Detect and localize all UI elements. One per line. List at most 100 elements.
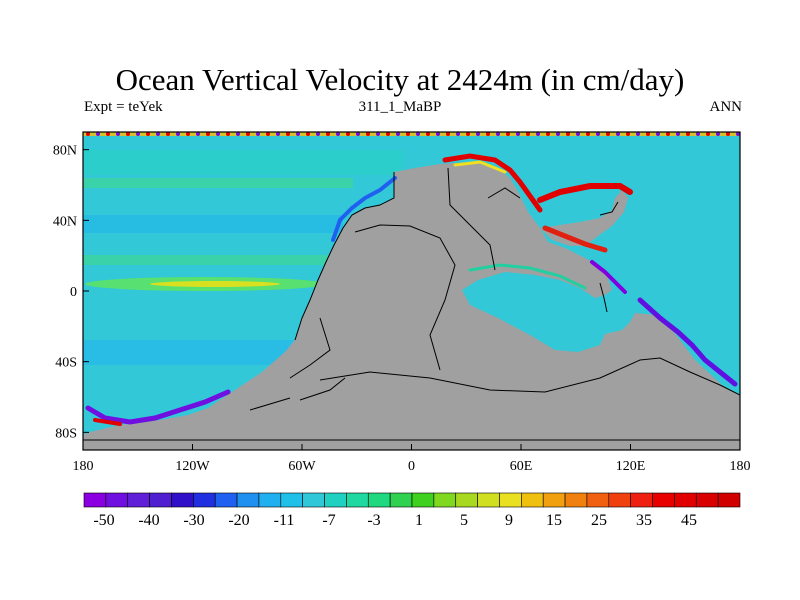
- colorbar-swatch: [542, 492, 566, 508]
- polar-speckle-dot: [516, 132, 520, 136]
- longitude-axis: 180 120W 60W 0 60E 120E 180: [73, 444, 751, 474]
- polar-speckle-dot: [246, 132, 250, 136]
- polar-speckle-dot: [576, 132, 580, 136]
- polar-speckle-dot: [286, 132, 290, 136]
- colorbar-label: 45: [681, 512, 697, 529]
- ocean-band-tropic: [83, 255, 333, 265]
- polar-speckle-dot: [206, 132, 210, 136]
- polar-speckle-dot: [176, 132, 180, 136]
- colorbar-swatch: [280, 492, 303, 508]
- polar-speckle-dot: [396, 132, 400, 136]
- polar-speckle-dot: [276, 132, 280, 136]
- lon-tick-label: 60E: [510, 459, 533, 474]
- colorbar-label: -20: [228, 512, 249, 529]
- map-title: Ocean Vertical Velocity at 2424m (in cm/…: [115, 62, 685, 97]
- colorbar-swatch: [127, 492, 150, 508]
- colorbar-swatch: [258, 492, 282, 508]
- colorbar-label: 15: [546, 512, 562, 529]
- polar-speckle-dot: [116, 132, 120, 136]
- coastal-velocity-extremes: [85, 153, 738, 426]
- colorbar-swatch: [193, 492, 216, 508]
- polar-speckle-dot: [546, 132, 550, 136]
- polar-speckle-dot: [536, 132, 540, 136]
- latitude-axis: 80N 40N 0 40S 80S: [53, 144, 89, 441]
- polar-speckle-dot: [506, 132, 510, 136]
- polar-speckle-dot: [316, 132, 320, 136]
- colorbar-swatch: [521, 492, 544, 508]
- polar-speckle-dot: [146, 132, 150, 136]
- lat-tick-label: 40N: [53, 214, 77, 229]
- equatorial-upwelling-core: [150, 281, 280, 287]
- colorbar-swatch: [346, 492, 369, 508]
- colorbar-label: 9: [505, 512, 513, 529]
- lat-tick-label: 40S: [55, 356, 77, 371]
- colorbar-swatch: [411, 492, 435, 508]
- polar-speckle-dot: [466, 132, 470, 136]
- lon-tick-label: 180: [73, 459, 94, 474]
- colorbar-swatch: [630, 492, 653, 508]
- colorbar-swatch: [367, 492, 391, 508]
- polar-speckle-dot: [336, 132, 340, 136]
- colorbar-swatch: [83, 492, 107, 508]
- land-south-polar: [83, 428, 740, 450]
- polar-speckle-dot: [426, 132, 430, 136]
- polar-speckle-dot: [706, 132, 710, 136]
- polar-speckle-dot: [436, 132, 440, 136]
- colorbar-swatch: [149, 492, 172, 508]
- lon-tick-label: 180: [730, 459, 751, 474]
- lon-tick-label: 120E: [616, 459, 646, 474]
- polar-speckle-dot: [296, 132, 300, 136]
- age-label: 311_1_MaBP: [358, 99, 442, 115]
- land-main-continent: [83, 162, 740, 450]
- polar-speckle-dot: [416, 132, 420, 136]
- polar-speckle-dot: [166, 132, 170, 136]
- polar-speckle-dot: [256, 132, 260, 136]
- colorbar-label: 1: [415, 512, 423, 529]
- colorbar-swatch: [455, 492, 478, 508]
- polar-speckle-dot: [566, 132, 570, 136]
- colorbar-swatch: [652, 492, 675, 508]
- polar-speckle-dot: [236, 132, 240, 136]
- colorbar-swatch: [564, 492, 588, 508]
- colorbar-label: 5: [460, 512, 468, 529]
- polar-speckle-dot: [606, 132, 610, 136]
- polar-speckle-dot: [556, 132, 560, 136]
- experiment-label: Expt = teYek: [84, 99, 163, 115]
- polar-speckle-dot: [526, 132, 530, 136]
- polar-speckle-dot: [96, 132, 100, 136]
- polar-speckle-dot: [126, 132, 130, 136]
- polar-speckle-dot: [636, 132, 640, 136]
- colorbar-swatch: [389, 492, 413, 508]
- colorbar-label: -30: [183, 512, 204, 529]
- polar-speckle-dot: [596, 132, 600, 136]
- colorbar-swatch: [302, 492, 325, 508]
- lon-tick-label: 120W: [175, 459, 210, 474]
- polar-speckle-dot: [656, 132, 660, 136]
- map-plot-area: [83, 132, 740, 450]
- colorbar: -50 -40 -30 -20 -11 -7 -3 1 5 9 15 25 35 45: [83, 492, 741, 529]
- colorbar-swatch: [499, 492, 522, 508]
- polar-speckle-dot: [726, 132, 730, 136]
- polar-speckle-dot: [716, 132, 720, 136]
- polar-speckle-dot: [676, 132, 680, 136]
- polar-speckle-dot: [456, 132, 460, 136]
- polar-speckle-dot: [626, 132, 630, 136]
- colorbar-label: -50: [93, 512, 114, 529]
- basin-contours: [83, 167, 740, 441]
- polar-speckle-dot: [446, 132, 450, 136]
- polar-speckle-dot: [106, 132, 110, 136]
- lat-tick-label: 0: [70, 285, 77, 300]
- polar-speckle-dot: [496, 132, 500, 136]
- polar-speckle-band: [83, 132, 740, 136]
- ocean-band-north: [83, 150, 403, 175]
- colorbar-swatch: [674, 492, 697, 508]
- lon-tick-label: 60W: [288, 459, 316, 474]
- polar-speckle-dot: [266, 132, 270, 136]
- season-label: ANN: [709, 99, 743, 115]
- lon-tick-label: 0: [408, 459, 415, 474]
- polar-speckle-dot: [86, 132, 90, 136]
- colorbar-swatch: [717, 492, 741, 508]
- polar-speckle-dot: [216, 132, 220, 136]
- colorbar-label: -40: [138, 512, 159, 529]
